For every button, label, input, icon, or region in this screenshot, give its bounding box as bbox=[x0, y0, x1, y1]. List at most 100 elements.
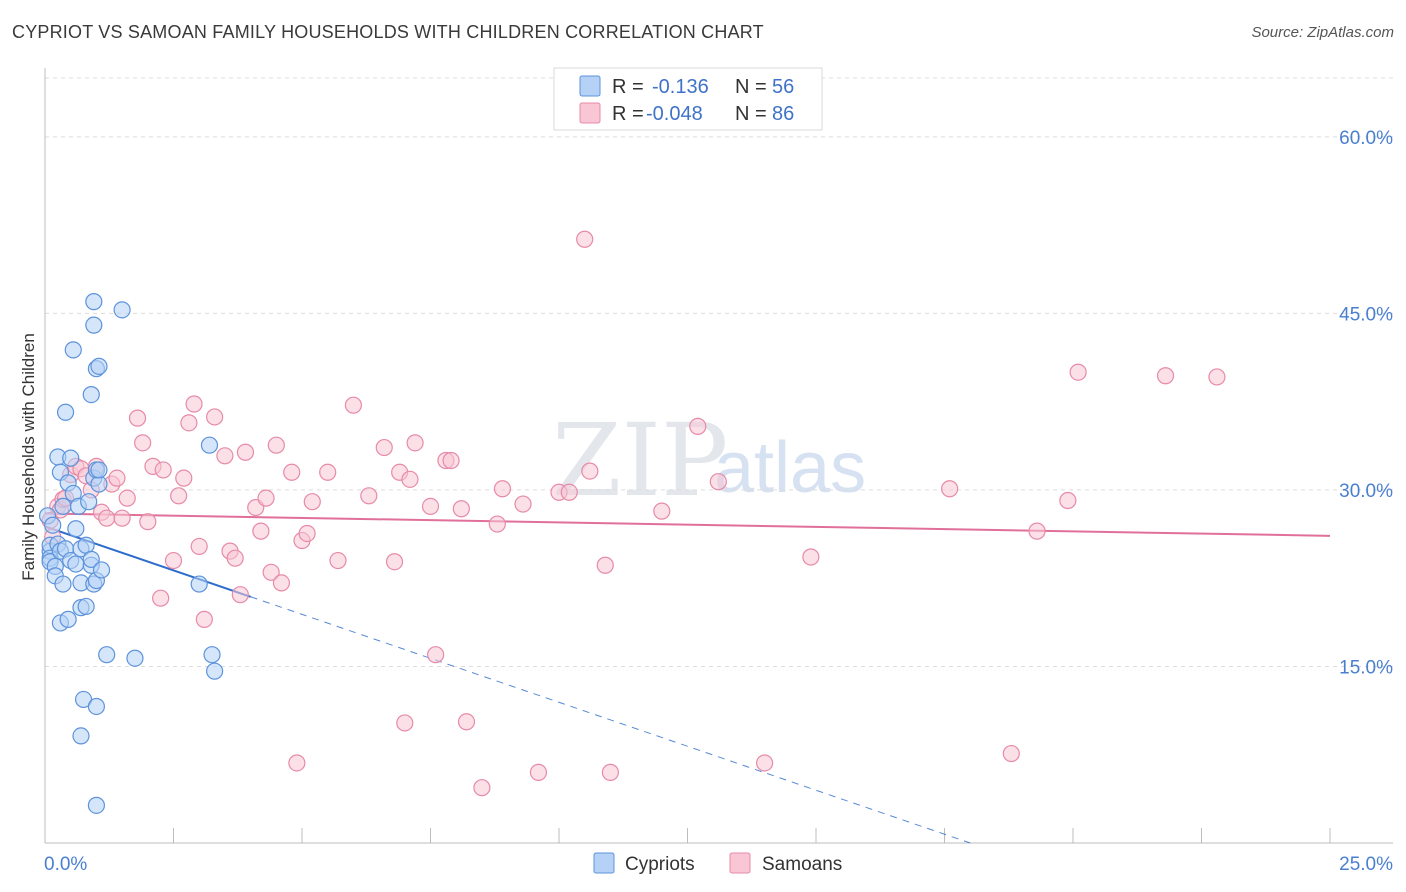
point-samoan-57 bbox=[406, 434, 424, 452]
point-samoan-38 bbox=[252, 522, 270, 540]
point-samoan-82 bbox=[1028, 522, 1046, 540]
point-cypriot-14 bbox=[54, 497, 72, 515]
point-samoan-48 bbox=[319, 463, 337, 481]
point-samoan-58 bbox=[421, 497, 440, 515]
legend-r-value-samoans: -0.048 bbox=[646, 103, 703, 125]
point-samoan-59 bbox=[427, 646, 445, 664]
point-samoan-46 bbox=[298, 524, 316, 543]
point-samoan-66 bbox=[493, 480, 512, 498]
point-cypriot-49 bbox=[90, 357, 108, 375]
point-cypriot-15 bbox=[56, 403, 75, 421]
point-samoan-79 bbox=[802, 548, 820, 566]
point-samoan-18 bbox=[128, 409, 147, 427]
point-samoan-80 bbox=[941, 480, 959, 498]
point-cypriot-45 bbox=[87, 796, 106, 814]
point-samoan-44 bbox=[288, 754, 306, 772]
point-samoan-62 bbox=[452, 500, 470, 518]
point-cypriot-26 bbox=[72, 727, 90, 745]
legend-bottom-swatch-samoans bbox=[729, 852, 751, 874]
legend-bottom-label-cypriots: Cypriots bbox=[625, 854, 695, 875]
point-cypriot-24 bbox=[67, 555, 85, 573]
point-samoan-27 bbox=[180, 414, 198, 432]
legend-bottom-swatch-cypriots bbox=[593, 852, 615, 874]
legend-r-value-cypriots: -0.136 bbox=[652, 76, 709, 98]
point-cypriot-55 bbox=[203, 646, 221, 664]
point-samoan-41 bbox=[267, 436, 285, 454]
point-samoan-65 bbox=[488, 515, 506, 533]
point-samoan-26 bbox=[175, 469, 193, 487]
point-cypriot-53 bbox=[190, 575, 208, 593]
legend-n-label-cypriots: N = bbox=[735, 76, 767, 98]
point-samoan-17 bbox=[118, 489, 136, 507]
point-samoan-84 bbox=[1069, 363, 1087, 381]
point-samoan-83 bbox=[1059, 491, 1077, 510]
point-cypriot-21 bbox=[64, 341, 82, 359]
point-samoan-36 bbox=[236, 443, 255, 461]
legend-swatch-cypriots bbox=[579, 75, 601, 97]
legend-top: R = -0.136 N = 56 R = -0.048 N = 86 bbox=[553, 67, 823, 131]
point-samoan-81 bbox=[1002, 744, 1020, 763]
point-cypriot-51 bbox=[113, 301, 131, 319]
point-cypriot-50 bbox=[98, 646, 116, 664]
point-samoan-78 bbox=[755, 754, 774, 772]
point-samoan-15 bbox=[108, 469, 126, 487]
point-samoan-86 bbox=[1208, 368, 1226, 386]
point-cypriot-54 bbox=[200, 436, 219, 454]
point-cypriot-37 bbox=[85, 293, 103, 311]
point-samoan-61 bbox=[442, 451, 460, 470]
point-samoan-56 bbox=[401, 470, 419, 488]
point-samoan-63 bbox=[457, 713, 476, 731]
point-samoan-75 bbox=[653, 502, 671, 520]
point-samoan-13 bbox=[98, 509, 116, 527]
point-cypriot-31 bbox=[77, 597, 95, 616]
point-samoan-76 bbox=[689, 417, 707, 435]
watermark-atlas: atlas bbox=[714, 428, 866, 508]
x-tick-label-min: 0.0% bbox=[44, 854, 87, 875]
point-samoan-77 bbox=[709, 473, 727, 491]
point-samoan-24 bbox=[164, 551, 183, 570]
point-samoan-64 bbox=[473, 779, 491, 797]
trend-line-cypriots-extension bbox=[250, 596, 971, 844]
point-samoan-43 bbox=[283, 463, 301, 481]
point-samoan-51 bbox=[360, 487, 378, 505]
point-samoan-40 bbox=[262, 563, 280, 581]
y-tick-label-1: 30.0% bbox=[1339, 481, 1393, 502]
y-tick-labels: 15.0% 30.0% 45.0% 60.0% bbox=[1339, 128, 1393, 679]
point-samoan-29 bbox=[190, 537, 208, 556]
point-samoan-30 bbox=[195, 610, 213, 628]
point-samoan-35 bbox=[231, 586, 249, 604]
point-samoan-52 bbox=[375, 438, 393, 457]
point-samoan-42 bbox=[272, 574, 291, 592]
point-samoan-55 bbox=[396, 714, 414, 732]
point-samoan-31 bbox=[206, 408, 224, 426]
chart-title: CYPRIOT VS SAMOAN FAMILY HOUSEHOLDS WITH… bbox=[12, 22, 764, 42]
axes bbox=[44, 68, 1393, 844]
point-samoan-22 bbox=[152, 589, 170, 607]
point-samoan-32 bbox=[216, 447, 234, 465]
point-samoan-74 bbox=[601, 763, 620, 781]
point-samoan-70 bbox=[560, 483, 578, 501]
point-samoan-47 bbox=[303, 493, 321, 511]
point-cypriot-47 bbox=[90, 461, 108, 479]
point-samoan-72 bbox=[581, 462, 599, 480]
point-cypriot-48 bbox=[92, 561, 111, 579]
point-samoan-68 bbox=[529, 763, 548, 781]
y-tick-label-3: 60.0% bbox=[1339, 128, 1393, 149]
point-samoan-20 bbox=[139, 513, 157, 531]
point-cypriot-18 bbox=[59, 610, 77, 628]
point-cypriot-23 bbox=[67, 520, 85, 538]
point-samoan-85 bbox=[1156, 367, 1175, 385]
trend-line-cypriots bbox=[44, 525, 251, 598]
point-cypriot-36 bbox=[82, 385, 100, 404]
legend-r-label-cypriots: R = bbox=[612, 76, 644, 98]
y-tick-label-0: 15.0% bbox=[1339, 657, 1393, 678]
x-tick-label-max: 25.0% bbox=[1339, 854, 1393, 875]
point-samoan-23 bbox=[154, 461, 172, 479]
legend-n-value-cypriots: 56 bbox=[772, 76, 794, 98]
point-samoan-73 bbox=[596, 556, 614, 574]
point-samoan-49 bbox=[329, 551, 347, 570]
point-cypriot-33 bbox=[80, 493, 98, 511]
point-samoan-28 bbox=[185, 395, 203, 413]
point-cypriot-52 bbox=[126, 649, 144, 667]
